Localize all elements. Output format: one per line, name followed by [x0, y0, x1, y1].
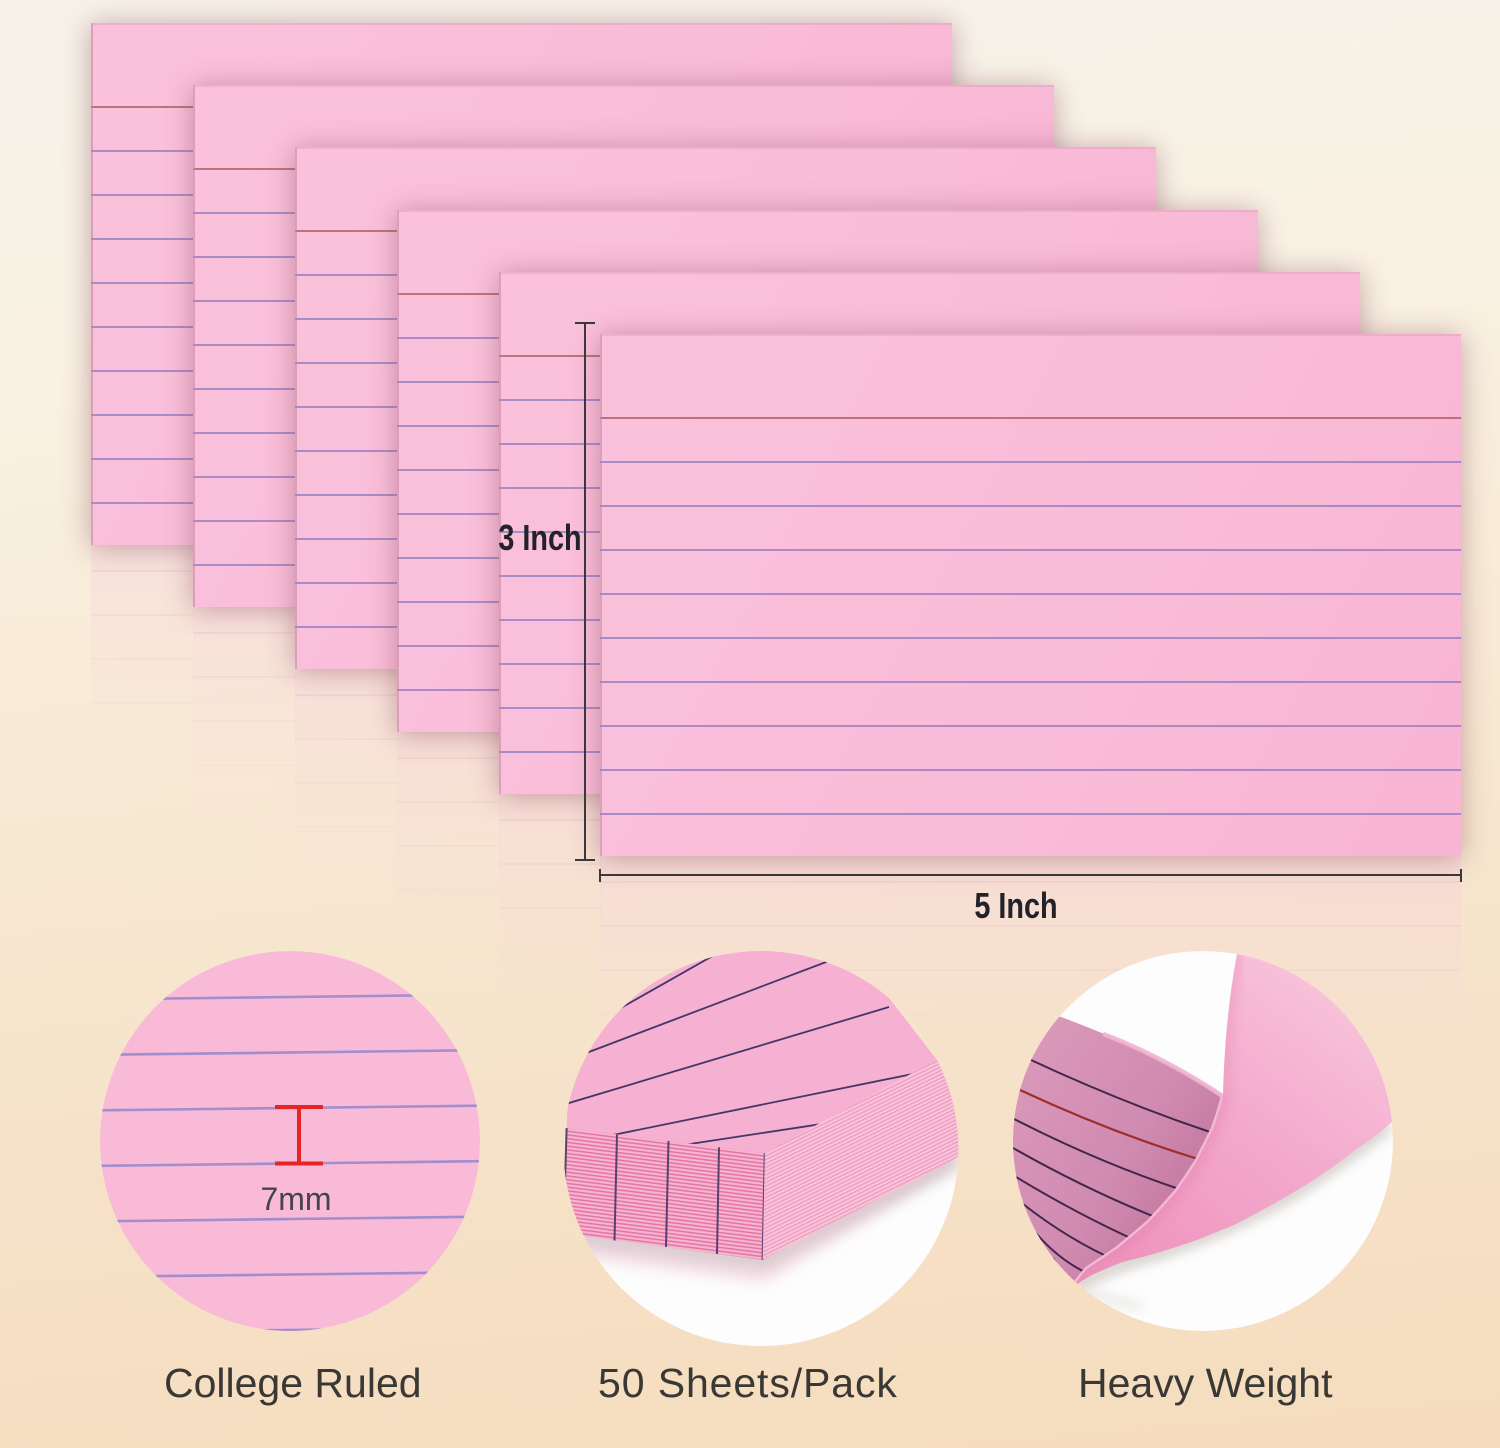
svg-text:7mm: 7mm [260, 1181, 331, 1217]
